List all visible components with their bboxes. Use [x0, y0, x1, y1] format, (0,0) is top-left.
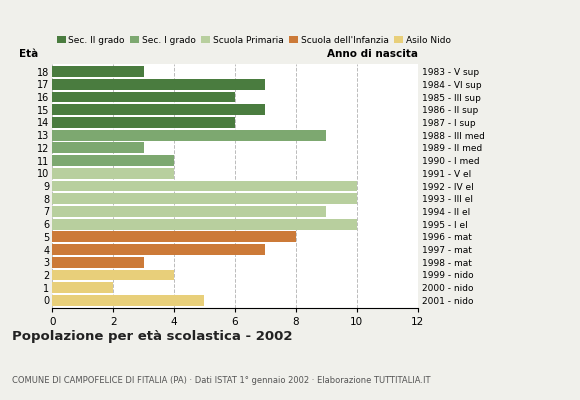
Bar: [52, 219, 357, 230]
Bar: [52, 79, 265, 90]
Bar: [52, 155, 174, 166]
Bar: [52, 232, 296, 242]
Bar: [52, 92, 235, 102]
Bar: [52, 180, 357, 192]
Text: COMUNE DI CAMPOFELICE DI FITALIA (PA) · Dati ISTAT 1° gennaio 2002 · Elaborazion: COMUNE DI CAMPOFELICE DI FITALIA (PA) · …: [12, 376, 430, 385]
Bar: [52, 130, 326, 140]
Bar: [52, 244, 265, 255]
Bar: [52, 168, 174, 179]
Text: Età: Età: [19, 49, 38, 59]
Bar: [52, 206, 326, 217]
Bar: [52, 142, 143, 153]
Bar: [52, 117, 235, 128]
Bar: [52, 66, 143, 77]
Text: Anno di nascita: Anno di nascita: [327, 49, 418, 59]
Bar: [52, 270, 174, 280]
Bar: [52, 282, 113, 293]
Bar: [52, 104, 265, 115]
Bar: [52, 257, 143, 268]
Text: Popolazione per età scolastica - 2002: Popolazione per età scolastica - 2002: [12, 330, 292, 343]
Bar: [52, 295, 204, 306]
Legend: Sec. II grado, Sec. I grado, Scuola Primaria, Scuola dell'Infanzia, Asilo Nido: Sec. II grado, Sec. I grado, Scuola Prim…: [57, 36, 451, 45]
Bar: [52, 193, 357, 204]
